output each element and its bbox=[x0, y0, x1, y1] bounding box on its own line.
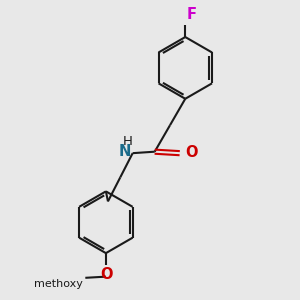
Text: O: O bbox=[100, 267, 113, 282]
Text: F: F bbox=[187, 7, 197, 22]
Text: O: O bbox=[185, 145, 197, 160]
Text: N: N bbox=[119, 145, 131, 160]
Text: methoxy: methoxy bbox=[34, 279, 83, 289]
Text: H: H bbox=[122, 135, 132, 148]
